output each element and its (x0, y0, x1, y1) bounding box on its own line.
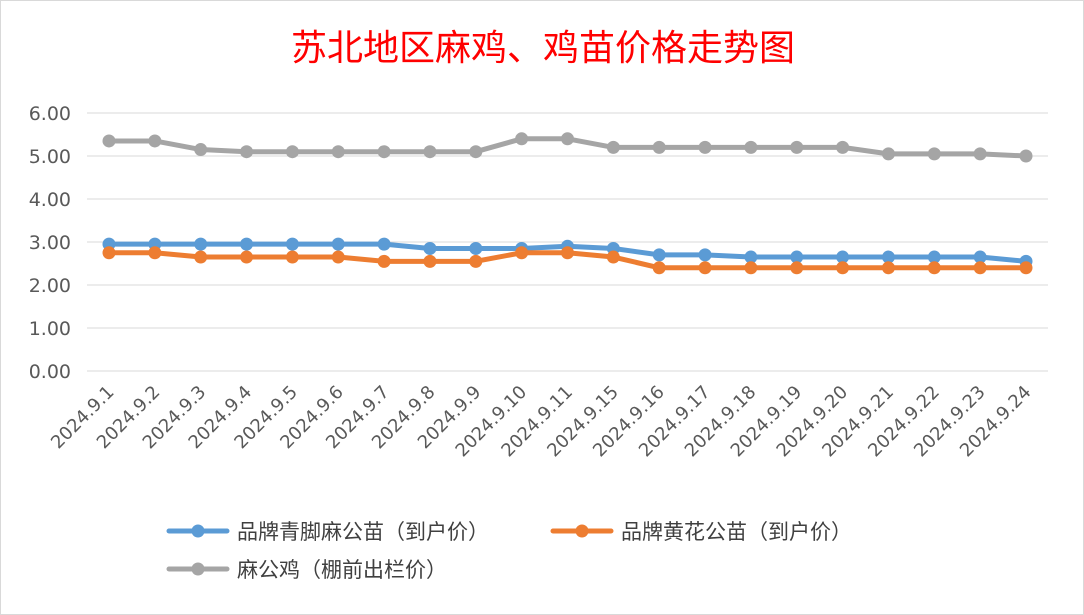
data-point (377, 145, 391, 159)
data-point (836, 250, 850, 264)
legend-item: 麻公鸡（棚前出栏价） (166, 558, 447, 582)
y-tick-label: 1.00 (29, 318, 71, 340)
data-point (881, 261, 895, 275)
data-point (102, 246, 116, 260)
data-point (515, 132, 529, 146)
data-point (698, 140, 712, 154)
data-point (194, 250, 208, 264)
data-point (194, 143, 208, 157)
data-point (285, 145, 299, 159)
data-point (331, 250, 345, 264)
data-point (469, 241, 483, 255)
x-axis-ticks: 2024.9.12024.9.22024.9.32024.9.42024.9.5… (47, 382, 1036, 462)
data-point (652, 261, 666, 275)
data-point (973, 147, 987, 161)
data-point (561, 246, 574, 260)
data-point (790, 140, 804, 154)
y-axis-ticks: 0.00 1.00 2.00 3.00 4.00 5.00 6.00 (29, 103, 71, 383)
y-tick-label: 0.00 (29, 361, 71, 383)
data-point (1019, 261, 1033, 275)
data-point (469, 145, 483, 159)
data-point (881, 250, 895, 264)
legend-swatch-marker (575, 524, 589, 538)
legend-item: 品牌黄花公苗（到户价） (550, 520, 852, 544)
data-point (377, 237, 391, 251)
data-point (744, 250, 758, 264)
data-point (836, 140, 850, 154)
y-tick-label: 2.00 (29, 275, 71, 297)
data-point (331, 145, 345, 159)
data-point (790, 250, 804, 264)
legend-item: 品牌青脚麻公苗（到户价） (166, 520, 489, 544)
series-3 (102, 132, 1033, 163)
legend-swatch-marker (191, 524, 205, 538)
data-point (973, 261, 987, 275)
data-point (881, 147, 895, 161)
data-point (652, 248, 666, 262)
data-point (377, 254, 391, 268)
data-point (240, 237, 254, 251)
data-point (423, 254, 437, 268)
data-point (744, 261, 758, 275)
data-point (240, 145, 254, 159)
legend: 品牌青脚麻公苗（到户价） 品牌黄花公苗（到户价） 麻公鸡（棚前出栏价） (166, 520, 852, 582)
data-point (423, 145, 437, 159)
data-point (973, 250, 987, 264)
y-tick-label: 3.00 (29, 232, 71, 254)
data-point (927, 261, 941, 275)
data-point (148, 246, 162, 260)
data-point (285, 237, 299, 251)
legend-swatch-marker (191, 562, 205, 576)
data-point (515, 246, 529, 260)
y-tick-label: 4.00 (29, 189, 71, 211)
series-lines (102, 132, 1033, 275)
data-point (561, 132, 574, 146)
data-point (285, 250, 299, 264)
y-tick-label: 5.00 (29, 146, 71, 168)
data-point (148, 134, 162, 148)
data-point (790, 261, 804, 275)
data-point (423, 241, 437, 255)
data-point (102, 134, 116, 148)
data-point (652, 140, 666, 154)
y-tick-label: 6.00 (29, 103, 71, 125)
chart-title: 苏北地区麻鸡、鸡苗价格走势图 (291, 28, 795, 69)
data-point (744, 140, 758, 154)
data-point (469, 254, 483, 268)
data-point (1019, 149, 1033, 163)
data-point (240, 250, 254, 264)
data-point (606, 140, 620, 154)
data-point (836, 261, 850, 275)
data-point (698, 248, 712, 262)
data-point (927, 147, 941, 161)
data-point (331, 237, 345, 251)
legend-label: 品牌青脚麻公苗（到户价） (237, 520, 489, 544)
data-point (927, 250, 941, 264)
series-2 (102, 246, 1033, 275)
data-point (698, 261, 712, 275)
legend-label: 麻公鸡（棚前出栏价） (237, 558, 447, 582)
data-point (606, 250, 620, 264)
data-point (194, 237, 208, 251)
legend-label: 品牌黄花公苗（到户价） (621, 520, 852, 544)
